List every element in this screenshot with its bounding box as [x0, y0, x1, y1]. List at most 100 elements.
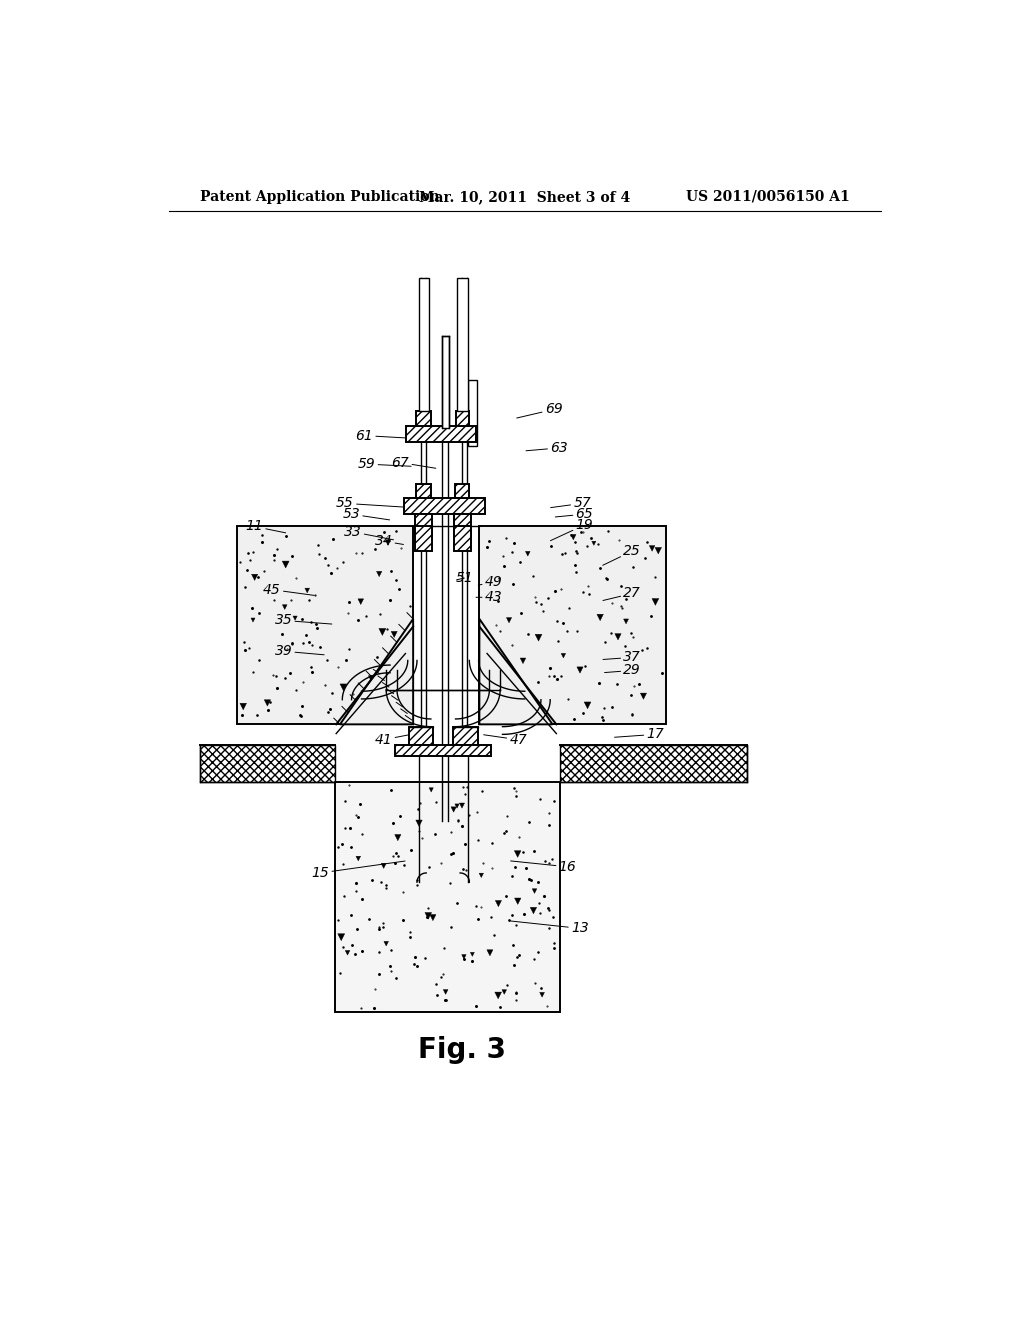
Polygon shape [652, 598, 658, 606]
Polygon shape [495, 993, 502, 999]
Polygon shape [429, 788, 433, 792]
Text: 33: 33 [344, 525, 393, 540]
Bar [407, 426, 475, 442]
Bar [468, 380, 477, 446]
Text: 65: 65 [555, 507, 593, 521]
Text: 19: 19 [551, 517, 593, 541]
Text: Mar. 10, 2011  Sheet 3 of 4: Mar. 10, 2011 Sheet 3 of 4 [419, 190, 631, 203]
Polygon shape [451, 807, 457, 812]
Bar [454, 515, 471, 536]
Text: 41: 41 [375, 733, 421, 747]
Polygon shape [614, 634, 622, 640]
Polygon shape [283, 561, 289, 568]
Polygon shape [597, 614, 603, 620]
Text: 29: 29 [604, 664, 641, 677]
Text: 35: 35 [274, 614, 332, 627]
Polygon shape [649, 545, 655, 552]
Polygon shape [283, 605, 287, 610]
Polygon shape [264, 700, 270, 706]
Polygon shape [536, 634, 542, 642]
Text: US 2011/0056150 A1: US 2011/0056150 A1 [686, 190, 850, 203]
Polygon shape [540, 993, 545, 997]
Polygon shape [391, 631, 397, 638]
Polygon shape [385, 540, 391, 545]
Text: Fig. 3: Fig. 3 [418, 1036, 506, 1064]
Polygon shape [345, 950, 350, 956]
Polygon shape [252, 574, 258, 581]
Polygon shape [340, 619, 413, 725]
Text: 49: 49 [478, 576, 503, 589]
Text: 67: 67 [391, 455, 436, 470]
Polygon shape [403, 663, 409, 668]
Polygon shape [443, 990, 449, 994]
Polygon shape [520, 657, 525, 664]
Polygon shape [515, 898, 521, 904]
Bar [456, 411, 469, 426]
Polygon shape [584, 702, 591, 709]
Polygon shape [530, 907, 537, 913]
Bar [335, 781, 560, 1011]
Text: 53: 53 [342, 507, 389, 521]
Bar [454, 527, 471, 552]
Polygon shape [624, 619, 629, 624]
Polygon shape [496, 900, 502, 907]
Polygon shape [356, 857, 360, 861]
Polygon shape [640, 693, 646, 700]
Polygon shape [514, 850, 521, 857]
Polygon shape [592, 541, 596, 545]
Polygon shape [381, 863, 386, 869]
Polygon shape [532, 888, 537, 894]
Text: 69: 69 [517, 403, 562, 418]
Bar [479, 527, 666, 725]
Bar [416, 484, 431, 498]
Bar [200, 744, 335, 781]
Polygon shape [561, 653, 565, 657]
Polygon shape [462, 954, 466, 960]
Polygon shape [655, 548, 662, 554]
Polygon shape [479, 619, 553, 725]
Polygon shape [369, 676, 374, 680]
Bar [457, 277, 468, 411]
Text: 59: 59 [357, 457, 412, 471]
Polygon shape [577, 667, 583, 673]
Polygon shape [430, 915, 436, 920]
Polygon shape [486, 950, 493, 956]
Polygon shape [470, 952, 474, 957]
Bar [416, 411, 431, 426]
Bar [454, 726, 478, 744]
Polygon shape [455, 804, 459, 808]
Text: Patent Application Publication: Patent Application Publication [200, 190, 439, 203]
Bar [560, 744, 746, 781]
Polygon shape [338, 933, 345, 941]
Text: 25: 25 [603, 544, 641, 565]
Bar [416, 527, 432, 552]
Text: 15: 15 [311, 861, 406, 880]
Polygon shape [293, 616, 297, 620]
Polygon shape [377, 572, 382, 577]
Polygon shape [416, 820, 422, 826]
Polygon shape [384, 941, 388, 946]
Polygon shape [502, 990, 507, 994]
Bar [403, 498, 484, 515]
Bar [237, 527, 413, 725]
Bar [455, 484, 469, 498]
Text: 17: 17 [614, 727, 665, 742]
Polygon shape [394, 834, 401, 841]
Polygon shape [305, 589, 309, 593]
Text: 37: 37 [603, 651, 641, 664]
Bar [409, 726, 433, 744]
Polygon shape [379, 628, 386, 635]
Polygon shape [525, 552, 530, 556]
Polygon shape [479, 873, 483, 878]
Text: 27: 27 [603, 586, 641, 601]
Bar [419, 277, 429, 411]
Polygon shape [251, 618, 255, 622]
Text: 16: 16 [511, 859, 577, 874]
Bar [442, 335, 449, 428]
Bar [416, 515, 432, 536]
Polygon shape [570, 535, 575, 540]
Text: 51: 51 [456, 572, 473, 585]
Polygon shape [340, 684, 347, 690]
Text: 13: 13 [511, 921, 589, 936]
Text: 47: 47 [483, 733, 527, 747]
